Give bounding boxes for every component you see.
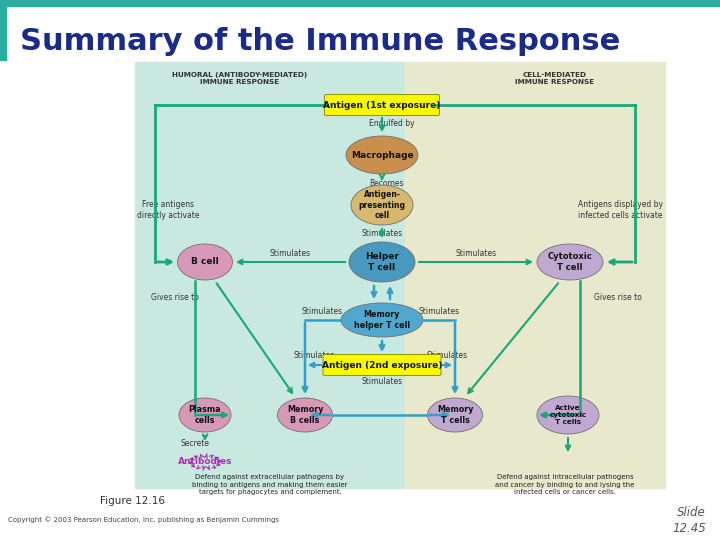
Text: Helper
T cell: Helper T cell bbox=[365, 253, 399, 272]
Ellipse shape bbox=[349, 242, 415, 282]
Text: Active
cytotoxic
T cells: Active cytotoxic T cells bbox=[549, 405, 587, 425]
Text: HUMORAL (ANTIBODY-MEDIATED)
IMMUNE RESPONSE: HUMORAL (ANTIBODY-MEDIATED) IMMUNE RESPO… bbox=[172, 72, 307, 85]
Text: Memory
B cells: Memory B cells bbox=[287, 406, 323, 424]
Ellipse shape bbox=[346, 136, 418, 174]
Text: 12.45: 12.45 bbox=[672, 522, 706, 535]
Text: Engulfed by: Engulfed by bbox=[369, 118, 415, 127]
Ellipse shape bbox=[537, 244, 603, 280]
Text: Stimulates: Stimulates bbox=[294, 352, 335, 361]
Ellipse shape bbox=[428, 398, 482, 432]
Bar bbox=[405, 62, 665, 488]
Text: Stimulates: Stimulates bbox=[361, 228, 402, 238]
Text: Memory
helper T cell: Memory helper T cell bbox=[354, 310, 410, 329]
Text: Copyright © 2003 Pearson Education, Inc. publishing as Benjamin Cummings: Copyright © 2003 Pearson Education, Inc.… bbox=[8, 516, 279, 523]
Text: Gives rise to: Gives rise to bbox=[151, 293, 199, 301]
FancyBboxPatch shape bbox=[325, 94, 439, 116]
Text: Slide: Slide bbox=[678, 506, 706, 519]
Bar bbox=[135, 62, 405, 488]
Ellipse shape bbox=[277, 398, 333, 432]
Text: Defend against Intracellular pathogens
and cancer by binding to and lysing the
i: Defend against Intracellular pathogens a… bbox=[495, 474, 635, 495]
Text: Stimulates: Stimulates bbox=[456, 248, 497, 258]
Text: Secrete: Secrete bbox=[181, 438, 210, 448]
Text: Macrophage: Macrophage bbox=[351, 151, 413, 159]
Text: Antigen (2nd exposure): Antigen (2nd exposure) bbox=[322, 361, 442, 369]
Text: Stimulates: Stimulates bbox=[418, 307, 459, 315]
Text: Defend against extracellular pathogens by
binding to antigens and making them ea: Defend against extracellular pathogens b… bbox=[192, 474, 348, 495]
Ellipse shape bbox=[341, 303, 423, 337]
Ellipse shape bbox=[178, 244, 233, 280]
Text: Memory
T cells: Memory T cells bbox=[437, 406, 473, 424]
Text: Stimulates: Stimulates bbox=[361, 377, 402, 387]
Ellipse shape bbox=[351, 185, 413, 225]
Text: Free antigens
directly activate: Free antigens directly activate bbox=[137, 200, 199, 220]
Text: Gives rise to: Gives rise to bbox=[594, 293, 642, 301]
Bar bbox=[0, 6, 6, 60]
Ellipse shape bbox=[179, 398, 231, 432]
Text: Stimulates: Stimulates bbox=[302, 307, 343, 315]
Text: CELL-MEDIATED
IMMUNE RESPONSE: CELL-MEDIATED IMMUNE RESPONSE bbox=[516, 72, 595, 85]
Text: Becomes: Becomes bbox=[370, 179, 404, 187]
FancyBboxPatch shape bbox=[323, 354, 441, 375]
Text: Antibodies: Antibodies bbox=[178, 457, 233, 467]
Text: Stimulates: Stimulates bbox=[426, 352, 467, 361]
Ellipse shape bbox=[537, 396, 599, 434]
Text: Plasma
cells: Plasma cells bbox=[189, 406, 221, 424]
Text: Antigens displayed by
infected cells activate: Antigens displayed by infected cells act… bbox=[577, 200, 662, 220]
Bar bbox=[0, 0, 720, 6]
Text: Antigen-
presenting
cell: Antigen- presenting cell bbox=[359, 191, 405, 220]
Text: Figure 12.16: Figure 12.16 bbox=[100, 496, 165, 506]
Text: B cell: B cell bbox=[191, 258, 219, 267]
Text: Summary of the Immune Response: Summary of the Immune Response bbox=[20, 28, 620, 57]
Text: Stimulates: Stimulates bbox=[269, 248, 310, 258]
Text: Cytotoxic
T cell: Cytotoxic T cell bbox=[548, 253, 593, 272]
Text: Antigen (1st exposure): Antigen (1st exposure) bbox=[323, 100, 441, 110]
